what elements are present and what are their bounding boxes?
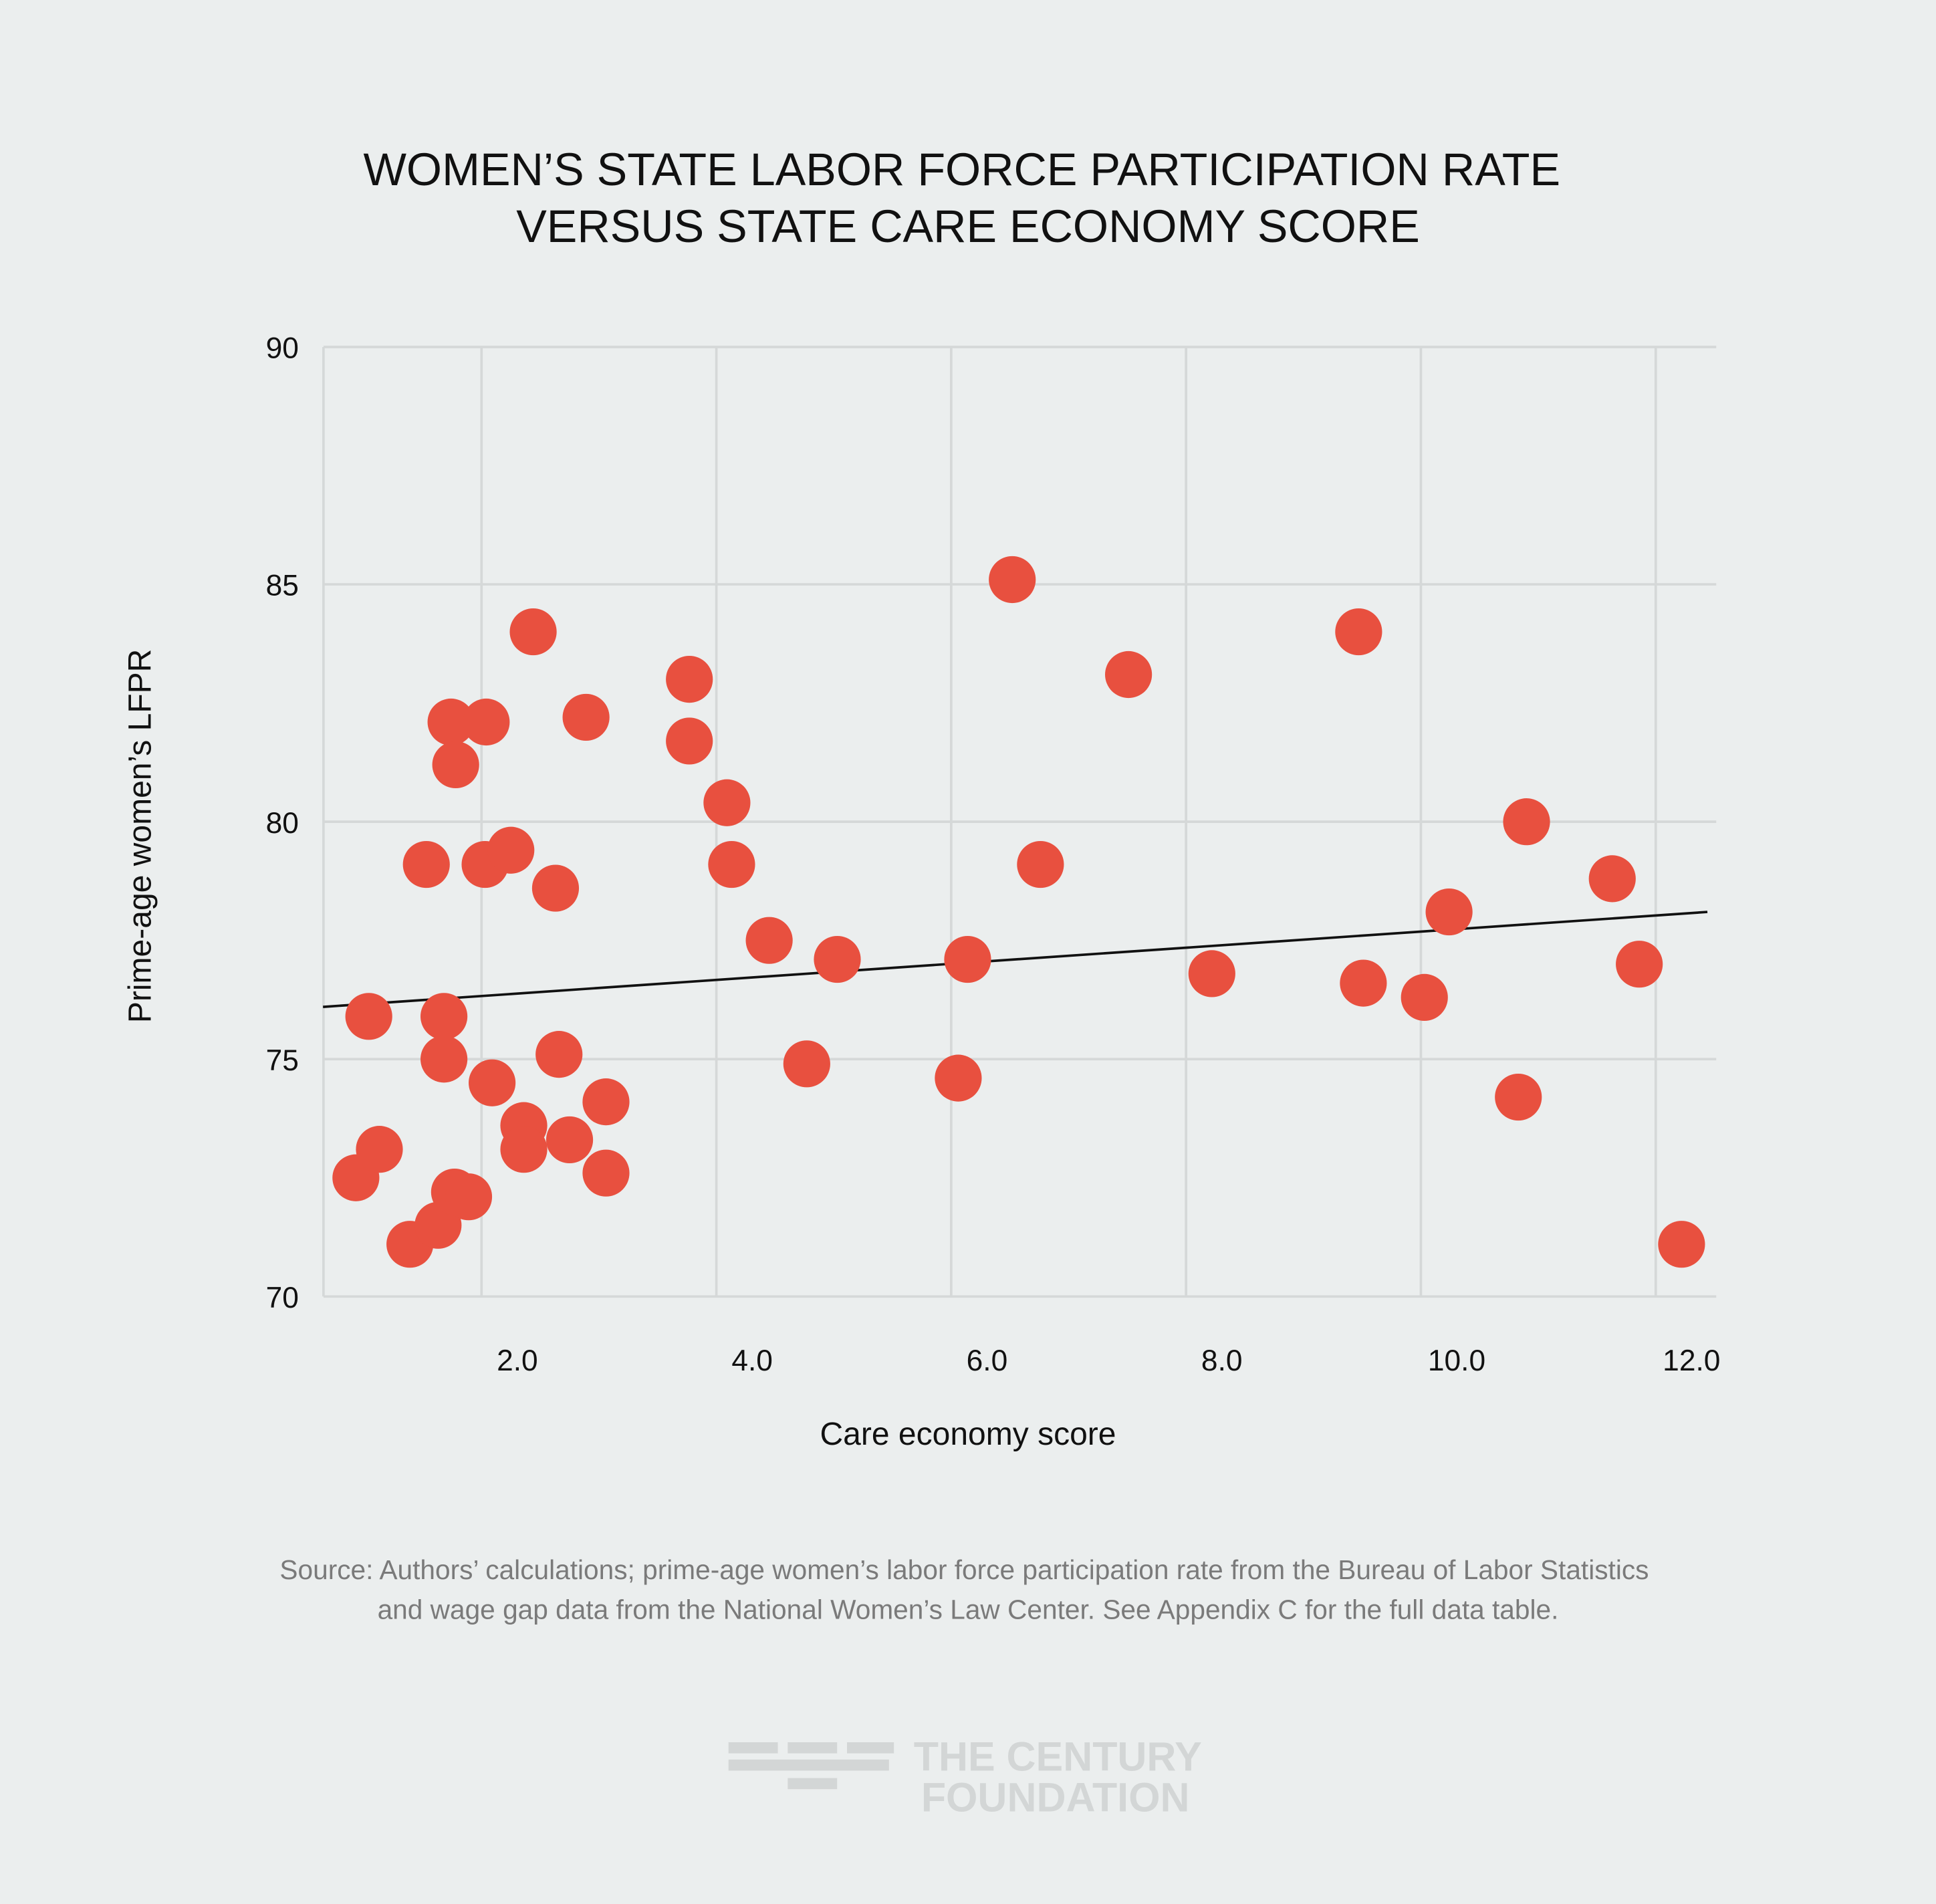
data-point — [1340, 959, 1387, 1007]
x-axis-label: Care economy score — [820, 1417, 1116, 1452]
data-point — [420, 993, 468, 1040]
data-point — [535, 1031, 583, 1078]
x-tick-label: 12.0 — [1663, 1344, 1720, 1377]
data-point — [432, 741, 479, 789]
x-tick-label: 6.0 — [967, 1344, 1008, 1377]
chart-title-line-2: VERSUS STATE CARE ECONOMY SCORE — [516, 201, 1420, 252]
data-point — [356, 1126, 403, 1173]
data-point — [1188, 950, 1235, 997]
data-point — [1335, 608, 1382, 656]
y-tick-label: 80 — [266, 807, 299, 840]
data-point — [708, 840, 755, 888]
x-axis-ticks: 2.0 4.0 6.0 8.0 10.0 12.0 — [497, 1344, 1720, 1377]
data-point — [463, 698, 510, 746]
chart-title-line-1: WOMEN’S STATE LABOR FORCE PARTICIPATION … — [363, 144, 1560, 195]
data-point — [745, 917, 793, 964]
data-point — [703, 779, 751, 826]
century-foundation-logo: THE CENTURY FOUNDATION — [728, 1734, 1202, 1820]
data-point — [531, 864, 580, 912]
x-tick-label: 2.0 — [497, 1344, 538, 1377]
data-point — [1658, 1221, 1705, 1268]
trendline — [323, 911, 1708, 1008]
y-tick-label: 75 — [266, 1044, 299, 1077]
data-point — [989, 556, 1036, 604]
data-point — [814, 935, 861, 983]
x-tick-label: 10.0 — [1428, 1344, 1485, 1377]
data-point — [445, 1173, 493, 1221]
data-point — [666, 717, 713, 765]
source-line-2: and wage gap data from the National Wome… — [378, 1594, 1559, 1625]
data-point — [402, 840, 450, 888]
trendline-group — [323, 911, 1708, 1008]
logo-text-line-1: THE CENTURY — [914, 1734, 1202, 1780]
data-point — [500, 1126, 548, 1173]
source-line-1: Source: Authors’ calculations; prime-age… — [279, 1554, 1649, 1585]
data-point — [420, 1036, 468, 1083]
data-point — [1017, 840, 1064, 888]
data-point — [582, 1078, 630, 1126]
y-tick-label: 85 — [266, 570, 299, 602]
data-point — [345, 993, 392, 1040]
data-point — [1616, 941, 1663, 988]
data-point — [546, 1116, 594, 1164]
y-tick-label: 90 — [266, 332, 299, 365]
data-point — [562, 693, 610, 741]
data-point — [1588, 855, 1636, 903]
data-point — [509, 608, 557, 656]
data-point — [1503, 798, 1550, 846]
data-point — [487, 826, 535, 874]
y-axis-ticks: 70 75 80 85 90 — [266, 332, 299, 1314]
data-point — [666, 656, 713, 703]
logo-text-line-2: FOUNDATION — [921, 1774, 1190, 1820]
y-tick-label: 70 — [266, 1282, 299, 1314]
data-point — [1105, 650, 1153, 699]
data-point — [427, 698, 475, 746]
data-point — [1425, 888, 1473, 936]
data-point — [1495, 1073, 1542, 1121]
y-axis-label: Prime-age women’s LFPR — [122, 649, 158, 1024]
data-point — [935, 1054, 982, 1102]
data-point — [582, 1149, 630, 1197]
data-point — [783, 1040, 830, 1088]
data-point — [469, 1059, 516, 1106]
data-points — [332, 556, 1705, 1268]
data-point — [1401, 973, 1448, 1021]
data-point — [944, 935, 991, 983]
x-tick-label: 4.0 — [731, 1344, 773, 1377]
x-tick-label: 8.0 — [1201, 1344, 1243, 1377]
